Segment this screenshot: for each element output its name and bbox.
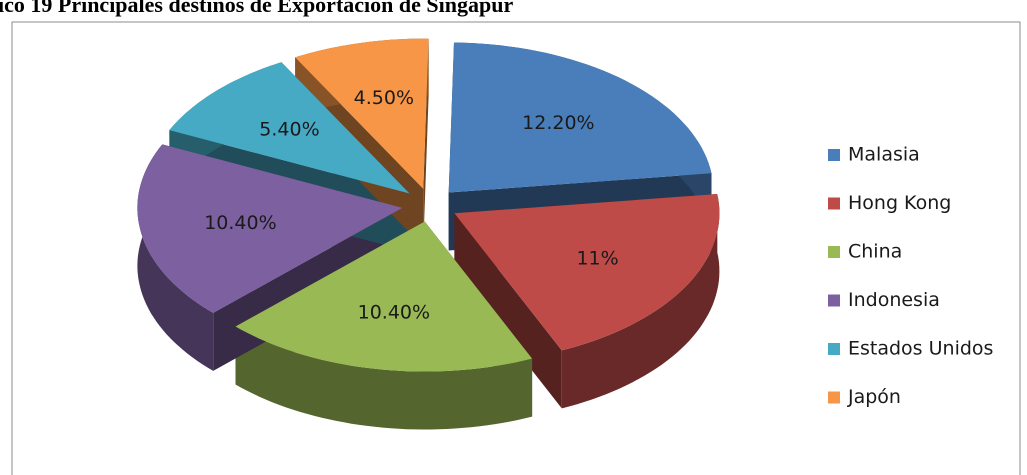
slice [169,62,410,194]
legend-swatch [828,149,840,161]
slice-wall [561,194,720,409]
chart-title: ico 19 Principales destinos de Exportaci… [0,0,513,17]
data-label: 5.40% [259,119,319,141]
legend: Malasia Hong Kong China Indonesia Estados Un… [828,144,993,408]
legend-label: Indonesia [848,289,940,311]
legend-label: Malasia [848,144,920,166]
data-label: 11% [576,247,618,269]
legend-swatch [828,197,840,210]
legend-label: Estados Unidos [848,338,993,360]
slice [235,221,533,372]
slice [448,42,712,193]
legend-label: Japón [847,386,901,408]
legend-label: Hong Kong [848,192,951,214]
data-label: 12.20% [522,112,594,134]
data-label: 10.40% [204,212,276,234]
data-label: 10.40% [358,301,430,323]
slice-wall [235,326,533,430]
legend-label: China [848,241,902,263]
legend-swatch [828,343,840,355]
slice [137,144,403,313]
slice [454,194,720,351]
legend-swatch [828,246,840,258]
slice [295,38,429,189]
data-label: 4.50% [354,87,414,109]
slice-side [454,213,562,409]
legend-swatch [828,391,840,404]
pie: 12.20% 11% 10.40% 10.40% 5.40% 4.50% [137,38,720,430]
legend-swatch [828,294,840,307]
